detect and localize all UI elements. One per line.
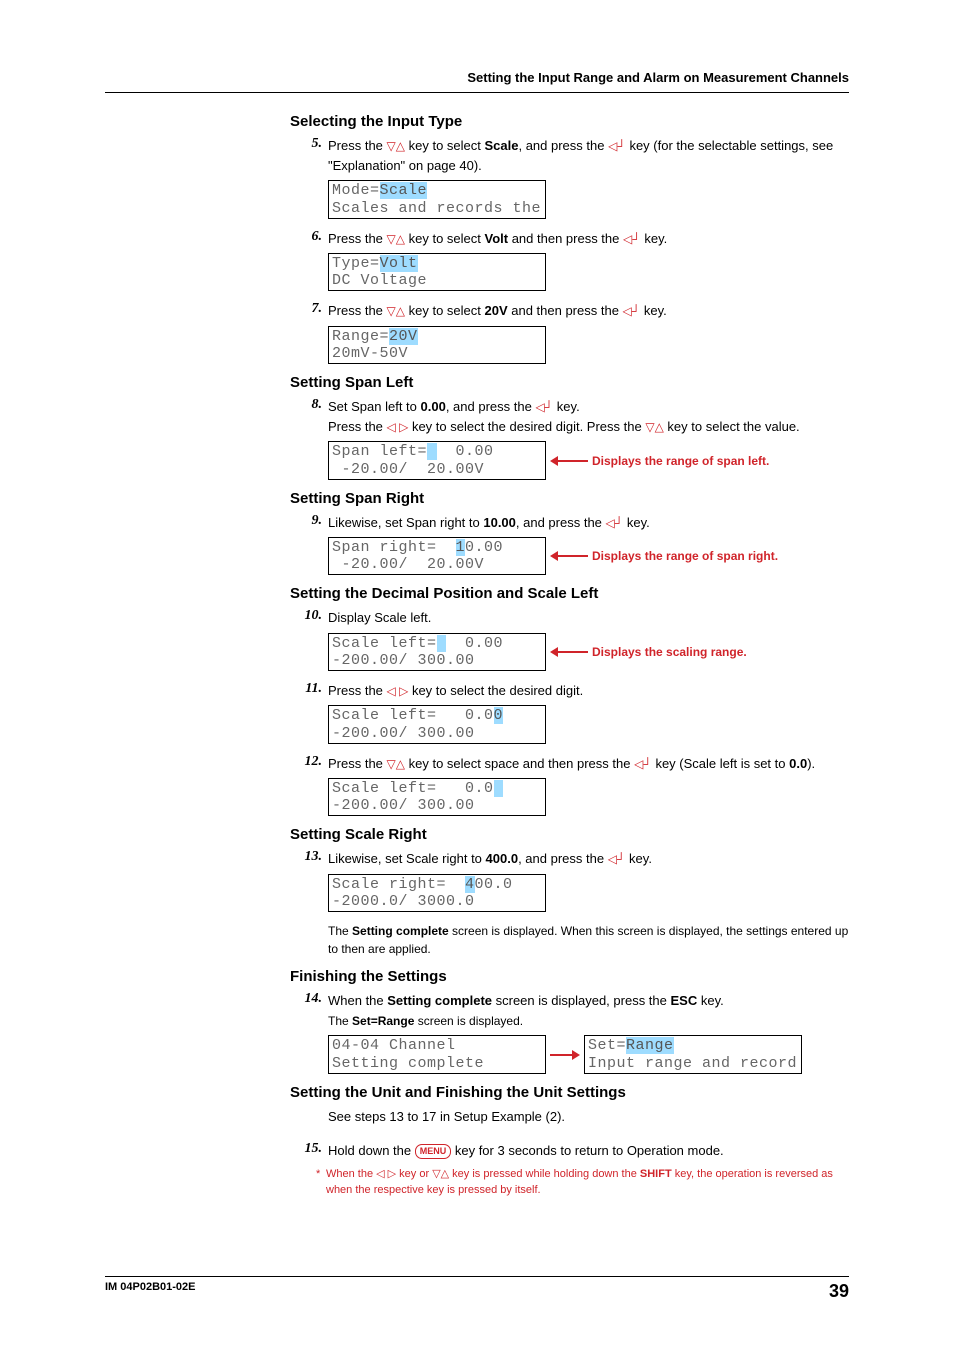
step-6-num: 6. bbox=[290, 229, 328, 245]
sec-unit-title: Setting the Unit and Finishing the Unit … bbox=[290, 1084, 849, 1101]
step-14-num: 14. bbox=[290, 991, 328, 1007]
step-12-num: 12. bbox=[290, 754, 328, 770]
sec-select-input-title: Selecting the Input Type bbox=[290, 113, 849, 130]
updown-icon: ▽△ bbox=[387, 755, 405, 774]
enter-icon: ◁┘ bbox=[606, 514, 624, 533]
step-9-text: Likewise, set Span right to 10.00, and p… bbox=[328, 513, 849, 533]
step-11-num: 11. bbox=[290, 681, 328, 697]
enter-icon: ◁┘ bbox=[535, 398, 553, 417]
enter-icon: ◁┘ bbox=[608, 137, 626, 156]
step-5-text: Press the ▽△ key to select Scale, and pr… bbox=[328, 136, 849, 176]
enter-icon: ◁┘ bbox=[608, 850, 626, 869]
step-9-num: 9. bbox=[290, 513, 328, 529]
lcd-step9: Span right= 10.00 -20.00/ 20.00V bbox=[328, 537, 546, 576]
sec-finish-title: Finishing the Settings bbox=[290, 968, 849, 985]
step-14-text: When the Setting complete screen is disp… bbox=[328, 991, 849, 1031]
step-10-text: Display Scale left. bbox=[328, 608, 849, 628]
step-15-text: Hold down the MENU key for 3 seconds to … bbox=[328, 1141, 849, 1161]
arrow-icon bbox=[550, 550, 588, 562]
lcd-step11: Scale left= 0.00 -200.00/ 300.00 bbox=[328, 705, 546, 744]
sec-decimal-title: Setting the Decimal Position and Scale L… bbox=[290, 585, 849, 602]
menu-key-icon: MENU bbox=[415, 1144, 452, 1159]
lcd-step5: Mode=Scale Scales and records the bbox=[328, 180, 546, 219]
annot-span-left: Displays the range of span left. bbox=[592, 454, 769, 468]
lcd-step8: Span left= 0.00 -20.00/ 20.00V bbox=[328, 441, 546, 480]
step-10-num: 10. bbox=[290, 608, 328, 624]
annot-span-right: Displays the range of span right. bbox=[592, 549, 778, 563]
enter-icon: ◁┘ bbox=[623, 302, 641, 321]
enter-icon: ◁┘ bbox=[623, 230, 641, 249]
annot-scaling-range: Displays the scaling range. bbox=[592, 645, 747, 659]
lcd-step6: Type=Volt DC Voltage bbox=[328, 253, 546, 292]
step-13-num: 13. bbox=[290, 849, 328, 865]
step-12-text: Press the ▽△ key to select space and the… bbox=[328, 754, 849, 774]
arrow-icon bbox=[550, 646, 588, 658]
lcd-step7: Range=20V 20mV-50V bbox=[328, 326, 546, 365]
step-8-text: Set Span left to 0.00, and press the ◁┘ … bbox=[328, 397, 849, 437]
step-7-num: 7. bbox=[290, 301, 328, 317]
step-11-text: Press the ◁ ▷ key to select the desired … bbox=[328, 681, 849, 701]
lcd-step14a: 04-04 Channel Setting complete bbox=[328, 1035, 546, 1074]
sec-span-left-title: Setting Span Left bbox=[290, 374, 849, 391]
sec-span-right-title: Setting Span Right bbox=[290, 490, 849, 507]
footer-code: IM 04P02B01-02E bbox=[105, 1281, 196, 1302]
enter-icon: ◁┘ bbox=[634, 755, 652, 774]
lcd-step13: Scale right= 400.0 -2000.0/ 3000.0 bbox=[328, 874, 546, 913]
running-header: Setting the Input Range and Alarm on Mea… bbox=[105, 70, 849, 93]
step-8-num: 8. bbox=[290, 397, 328, 413]
updown-icon: ▽△ bbox=[387, 302, 405, 321]
sec-scale-right-title: Setting Scale Right bbox=[290, 826, 849, 843]
note-setting-complete: The Setting complete screen is displayed… bbox=[328, 922, 849, 958]
lcd-step12: Scale left= 0.0 -200.00/ 300.00 bbox=[328, 778, 546, 817]
lcd-step14b: Set=Range Input range and record bbox=[584, 1035, 802, 1074]
footnote-shift: * When the ◁ ▷ key or ▽△ key is pressed … bbox=[316, 1167, 849, 1198]
leftright-icon: ◁ ▷ bbox=[387, 418, 409, 437]
updown-icon: ▽△ bbox=[645, 418, 663, 437]
step-5-num: 5. bbox=[290, 136, 328, 152]
lcd-step10: Scale left= 0.00 -200.00/ 300.00 bbox=[328, 633, 546, 672]
unit-see-steps: See steps 13 to 17 in Setup Example (2). bbox=[328, 1107, 849, 1127]
step-13-text: Likewise, set Scale right to 400.0, and … bbox=[328, 849, 849, 869]
arrow-icon bbox=[550, 455, 588, 467]
updown-icon: ▽△ bbox=[387, 137, 405, 156]
step-6-text: Press the ▽△ key to select Volt and then… bbox=[328, 229, 849, 249]
step-15-num: 15. bbox=[290, 1141, 328, 1157]
arrow-right-icon bbox=[550, 1049, 580, 1061]
step-7-text: Press the ▽△ key to select 20V and then … bbox=[328, 301, 849, 321]
updown-icon: ▽△ bbox=[387, 230, 405, 249]
footer-page: 39 bbox=[829, 1281, 849, 1302]
leftright-icon: ◁ ▷ bbox=[387, 682, 409, 701]
